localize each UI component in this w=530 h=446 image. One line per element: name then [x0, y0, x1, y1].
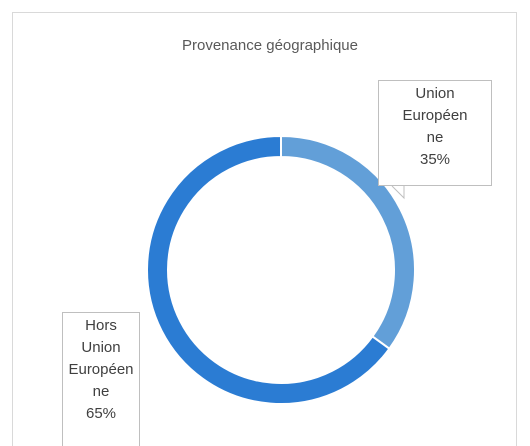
- donut-slice: [146, 134, 391, 405]
- data-label: Hors Union Européenne 65%: [62, 312, 140, 446]
- label-category: Union Européenne: [402, 85, 468, 146]
- leader-line: [391, 185, 405, 200]
- chart-title: Provenance géographique: [182, 37, 358, 54]
- chart-frame: [12, 12, 517, 446]
- label-category: Hors Union Européenne: [68, 317, 134, 400]
- label-value: 35%: [419, 151, 451, 168]
- data-label: Union Européenne 35%: [378, 80, 492, 186]
- label-value: 65%: [85, 405, 117, 422]
